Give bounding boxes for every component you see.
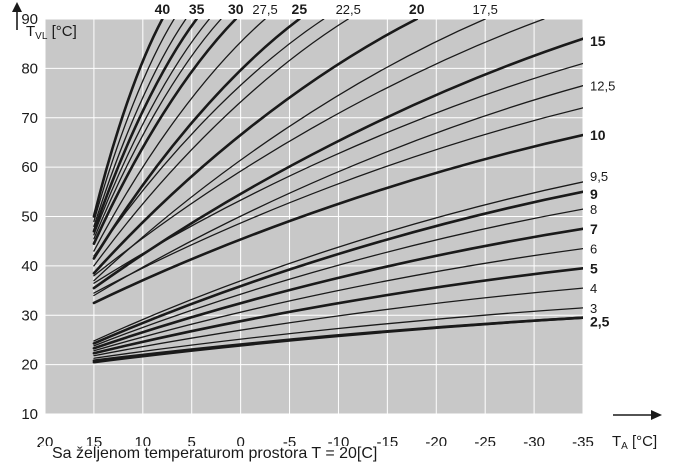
curve-label: 5 [590, 260, 598, 276]
y-tick-label: 90 [21, 11, 38, 28]
heating-curve-unlabeled [93, 107, 583, 294]
curve-label: 6 [590, 242, 597, 257]
grid-lines [44, 18, 584, 415]
heating-curve-20 [92, 19, 419, 275]
curve-label: 2,5 [590, 314, 610, 330]
y-tick-label: 70 [21, 110, 38, 127]
curve-label: 8 [590, 202, 597, 217]
x-tick-label: 5 [188, 434, 196, 451]
curve-label: 30 [228, 1, 244, 17]
curve-label: 27,5 [252, 2, 277, 17]
heating-curve-unlabeled [93, 19, 187, 228]
heating-curve-10 [92, 133, 583, 305]
curve-label: 40 [155, 1, 171, 17]
curve-label: 4 [590, 281, 597, 296]
x-axis-title: TA [°C] [612, 433, 657, 452]
curve-label: 22,5 [336, 2, 361, 17]
y-tick-labels: 10 20 30 40 50 60 70 80 90 [21, 11, 38, 423]
heating-curve-30 [92, 19, 238, 245]
heating-curves [92, 19, 583, 364]
x-tick-label: 0 [236, 434, 244, 451]
caption-backdrop [40, 446, 600, 464]
heating-curve-unlabeled [93, 19, 325, 257]
caption: Sa željenom temperaturom prostora T = 20… [52, 445, 377, 462]
heating-curve-unlabeled [93, 19, 210, 236]
curve-label: 35 [189, 1, 205, 17]
heating-curve-unlabeled [93, 19, 222, 240]
heating-curve-8 [93, 208, 583, 347]
curve-label: 10 [590, 127, 606, 143]
heating-curve-25 [92, 19, 301, 260]
y-tick-label: 50 [21, 209, 38, 226]
curve-label: 17,5 [473, 2, 498, 17]
heating-curve-22-5 [93, 19, 349, 267]
y-tick-label: 10 [21, 406, 38, 423]
curve-label: 20 [409, 1, 425, 17]
curve-label: 3 [590, 301, 597, 316]
y-tick-label: 40 [21, 258, 38, 275]
heating-curve-35 [92, 19, 198, 233]
curve-labels: 2,53 4 5 6 7 89 9,5 10 12,5 15 17,5 20 22,5 25 27,5 30 3… [155, 1, 616, 330]
y-tick-label: 60 [21, 159, 38, 176]
heating-curve-7 [92, 227, 583, 350]
y-tick-label: 80 [21, 60, 38, 77]
heating-curve-5 [92, 267, 583, 355]
heating-curve-3 [93, 307, 583, 359]
heating-curve-17-5 [93, 19, 486, 282]
heating-curve-9 [92, 190, 583, 345]
heating-curve-unlabeled [93, 19, 545, 277]
heating-curve-9-5 [93, 181, 583, 342]
y-axis-arrow [12, 2, 22, 30]
heating-curve-40 [92, 19, 164, 218]
x-tick-labels: 20 15 10 5 0 -5 -10 -15 -20 -25 -30 -35 [37, 434, 600, 464]
heating-curve-27-5 [93, 19, 266, 252]
heating-curve-15 [92, 37, 583, 290]
curve-label: 12,5 [590, 79, 615, 94]
curve-label: 9 [590, 186, 598, 202]
heating-curve-unlabeled [93, 19, 175, 223]
curve-label: 15 [590, 33, 606, 49]
heating-curve-4 [93, 287, 583, 357]
heating-curve-6 [93, 247, 583, 352]
heating-curve-12-5 [93, 85, 583, 297]
y-tick-label: 30 [21, 307, 38, 324]
y-tick-label: 20 [21, 357, 38, 374]
x-axis-arrow [613, 410, 662, 420]
curve-label: 9,5 [590, 169, 608, 184]
heating-curve-2-5 [92, 316, 583, 362]
curve-label: 25 [292, 1, 308, 17]
curve-label: 7 [590, 221, 598, 237]
y-axis-title: TVL [°C] [26, 23, 77, 42]
